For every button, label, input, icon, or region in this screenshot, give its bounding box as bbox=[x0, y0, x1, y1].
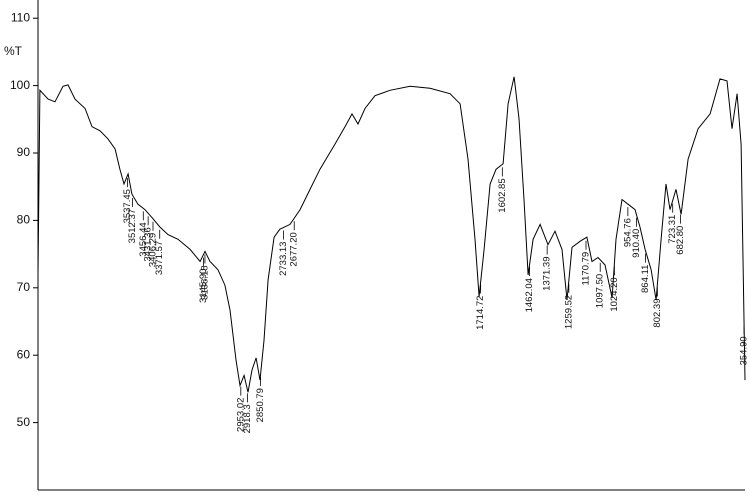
y-tick-label: 100 bbox=[10, 78, 30, 92]
peak-label: 2850.79 bbox=[255, 388, 266, 422]
peak-label: 864.11 bbox=[640, 265, 651, 293]
peak-label: 3512.37 bbox=[127, 209, 138, 243]
peak-label: 1097.50 bbox=[595, 274, 606, 308]
peak-label: 1714.72 bbox=[475, 296, 486, 330]
peak-label: 1462.04 bbox=[524, 278, 535, 312]
y-tick-label: 90 bbox=[17, 145, 31, 159]
peak-label: 354.90 bbox=[739, 336, 750, 365]
y-tick-label: 60 bbox=[17, 347, 31, 361]
peak-label: 723.31 bbox=[667, 215, 678, 244]
peak-label: 3406.29 bbox=[148, 233, 159, 267]
peak-label: 2953.02 bbox=[235, 398, 246, 432]
y-axis-label: %T bbox=[4, 44, 23, 58]
peak-label: 1170.79 bbox=[581, 252, 592, 286]
y-tick-label: 110 bbox=[11, 10, 30, 24]
peak-label: 1602.85 bbox=[497, 178, 508, 212]
peak-label: 954.76 bbox=[622, 218, 633, 247]
peak-label: 3456.44 bbox=[138, 222, 149, 256]
y-tick-label: 50 bbox=[17, 415, 31, 429]
peak-label: 3537.45 bbox=[122, 189, 133, 223]
peak-label: 1259.52 bbox=[563, 295, 574, 329]
y-tick-label: 80 bbox=[17, 213, 31, 227]
peak-label: 682.80 bbox=[675, 226, 686, 255]
peak-label: 3145.90 bbox=[198, 269, 209, 303]
peak-label: 2677.20 bbox=[289, 232, 300, 266]
peak-label: 1371.39 bbox=[542, 256, 553, 290]
y-tick-label: 70 bbox=[17, 280, 31, 294]
peak-label: 910.40 bbox=[631, 229, 642, 258]
spectrum-line bbox=[37, 76, 746, 393]
peak-label: 1024.20 bbox=[609, 277, 620, 311]
peak-label: 2733.13 bbox=[278, 242, 289, 276]
peak-label: 3138.18 bbox=[199, 265, 210, 299]
peak-label: 2918.3 bbox=[242, 404, 253, 433]
peak-label: 3371.57 bbox=[154, 241, 165, 275]
peak-label: 802.39 bbox=[652, 299, 663, 328]
peak-label: 3431.36 bbox=[143, 227, 154, 261]
